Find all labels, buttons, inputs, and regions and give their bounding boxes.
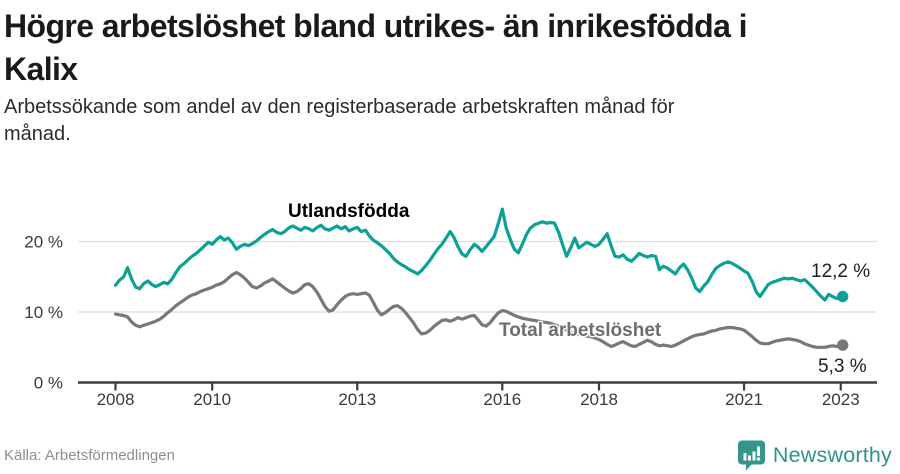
page-subtitle: Arbetssökande som andel av den registerb… <box>4 94 884 148</box>
x-tick-label: 2016 <box>483 390 521 409</box>
series-label-total-arbetsloshet: Total arbetslöshet <box>499 320 662 341</box>
page-title-line1: Högre arbetslöshet bland utrikes- än inr… <box>4 8 748 44</box>
x-tick-label: 2008 <box>97 390 135 409</box>
series-label-utlandsfodda: Utlandsfödda <box>288 201 410 222</box>
page-subtitle-line2: månad. <box>4 123 71 145</box>
page-subtitle-line1: Arbetssökande som andel av den registerb… <box>4 96 675 118</box>
series-end-dot-total <box>836 339 849 351</box>
y-tick-label: 20 % <box>24 233 63 252</box>
newsworthy-brand-text: Newsworthy <box>772 443 892 467</box>
source-attribution: Källa: Arbetsförmedlingen <box>4 447 175 464</box>
x-tick-label: 2023 <box>822 390 860 409</box>
newsworthy-brand: Newsworthy <box>737 440 892 471</box>
series-line-total <box>113 270 845 349</box>
end-value-label-utlandsfodda: 12,2 % <box>811 261 871 282</box>
x-tick-label: 2013 <box>338 390 376 409</box>
series-line-utlandsfodda <box>113 207 845 302</box>
series-end-dot-utlandsfodda <box>836 290 849 303</box>
newsworthy-logo-icon <box>737 440 765 471</box>
x-tick-label: 2018 <box>580 390 618 409</box>
y-tick-label: 0 % <box>34 374 63 393</box>
x-tick-label: 2021 <box>725 390 763 409</box>
x-tick-label: 2010 <box>193 390 231 409</box>
y-tick-label: 10 % <box>24 303 63 322</box>
end-value-label-total: 5,3 % <box>818 356 867 377</box>
page-title-line2: Kalix <box>4 51 78 87</box>
page-title: Högre arbetslöshet bland utrikes- än inr… <box>4 5 896 91</box>
